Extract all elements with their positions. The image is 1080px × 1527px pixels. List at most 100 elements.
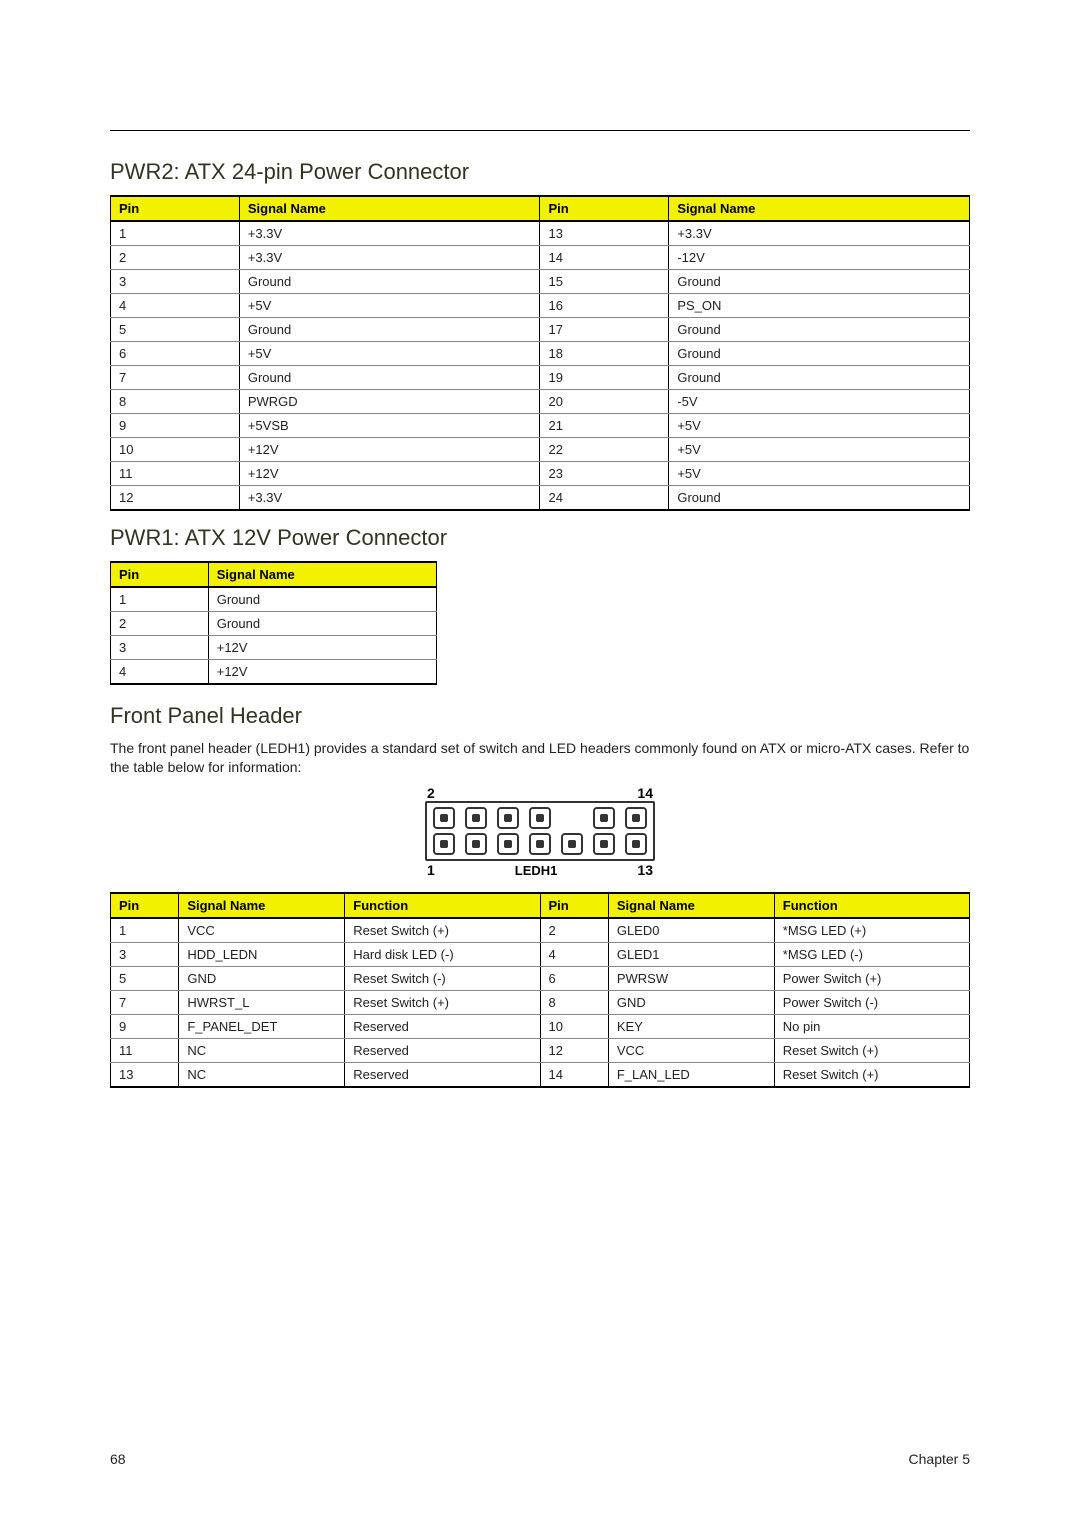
table-row: 10+12V22+5V — [111, 438, 970, 462]
ledh-pin — [497, 833, 519, 855]
table-cell: 17 — [540, 318, 669, 342]
table-cell: +3.3V — [239, 246, 540, 270]
table-cell: +12V — [208, 660, 436, 685]
table-cell: +12V — [239, 462, 540, 486]
table-cell: +12V — [208, 636, 436, 660]
table-cell: 4 — [111, 294, 240, 318]
ledh-pin — [561, 833, 583, 855]
table-row: 1Ground — [111, 587, 437, 612]
heading-pwr1: PWR1: ATX 12V Power Connector — [110, 525, 970, 551]
table-cell: VCC — [608, 1038, 774, 1062]
table-header-cell: Signal Name — [239, 196, 540, 221]
ledh-pin-dot — [504, 840, 512, 848]
table-cell: 12 — [111, 486, 240, 511]
table-cell: 2 — [111, 246, 240, 270]
ledh-pin — [561, 807, 583, 829]
table-cell: Reset Switch (-) — [345, 966, 540, 990]
table-row: 12+3.3V24Ground — [111, 486, 970, 511]
table-cell: +5V — [669, 438, 970, 462]
table-cell: +5V — [669, 414, 970, 438]
diagram-label-bot-left: 1 — [427, 862, 435, 878]
table-header-cell: Signal Name — [608, 893, 774, 918]
table-cell: 19 — [540, 366, 669, 390]
table-cell: 3 — [111, 942, 179, 966]
table-row: 3HDD_LEDNHard disk LED (-)4GLED1*MSG LED… — [111, 942, 970, 966]
chapter-label: Chapter 5 — [909, 1451, 970, 1467]
table-row: 9+5VSB21+5V — [111, 414, 970, 438]
table-cell: 1 — [111, 221, 240, 246]
ledh-pin-dot — [472, 814, 480, 822]
table-cell: -5V — [669, 390, 970, 414]
table-cell: 2 — [111, 612, 209, 636]
table-cell: 5 — [111, 966, 179, 990]
table-cell: 11 — [111, 1038, 179, 1062]
table-cell: 1 — [111, 587, 209, 612]
table-cell: 3 — [111, 270, 240, 294]
table-cell: 5 — [111, 318, 240, 342]
page-content: PWR2: ATX 24-pin Power Connector PinSign… — [0, 0, 1080, 1162]
ledh-pin — [625, 807, 647, 829]
ledh-pin-dot — [600, 814, 608, 822]
table-cell: 24 — [540, 486, 669, 511]
ledh-pin-dot — [568, 840, 576, 848]
table-cell: 13 — [540, 221, 669, 246]
ledh-pin — [625, 833, 647, 855]
table-cell: PS_ON — [669, 294, 970, 318]
table-cell: 6 — [111, 342, 240, 366]
table-cell: +5VSB — [239, 414, 540, 438]
ledh-pin-dot — [632, 814, 640, 822]
ledh-pin-dot — [536, 840, 544, 848]
table-cell: Reset Switch (+) — [345, 990, 540, 1014]
table-cell: NC — [179, 1038, 345, 1062]
table-cell: GLED1 — [608, 942, 774, 966]
table-cell: F_PANEL_DET — [179, 1014, 345, 1038]
table-cell: 10 — [540, 1014, 608, 1038]
table-row: 7Ground19Ground — [111, 366, 970, 390]
table-cell: 1 — [111, 918, 179, 943]
ledh-pin — [465, 833, 487, 855]
table-cell: 20 — [540, 390, 669, 414]
table-cell: 22 — [540, 438, 669, 462]
table-cell: +5V — [669, 462, 970, 486]
table-header-cell: Signal Name — [208, 562, 436, 587]
heading-pwr2: PWR2: ATX 24-pin Power Connector — [110, 159, 970, 185]
table-cell: 6 — [540, 966, 608, 990]
table-cell: +3.3V — [239, 221, 540, 246]
ledh-pin-dot — [472, 840, 480, 848]
table-cell: Ground — [208, 612, 436, 636]
table-header-cell: Pin — [540, 196, 669, 221]
table-cell: 23 — [540, 462, 669, 486]
table-header-cell: Pin — [111, 893, 179, 918]
page-number: 68 — [110, 1451, 126, 1467]
table-cell: 11 — [111, 462, 240, 486]
table-row: 5Ground17Ground — [111, 318, 970, 342]
table-cell: 18 — [540, 342, 669, 366]
page-footer: 68 Chapter 5 — [110, 1451, 970, 1467]
table-header-cell: Function — [345, 893, 540, 918]
ledh-pin-dot — [632, 840, 640, 848]
table-cell: +3.3V — [669, 221, 970, 246]
diagram-label-bot-right: 13 — [637, 862, 653, 878]
table-cell: Ground — [669, 366, 970, 390]
table-cell: +3.3V — [239, 486, 540, 511]
table-cell: *MSG LED (-) — [774, 942, 969, 966]
table-cell: Reset Switch (+) — [345, 918, 540, 943]
ledh-diagram: 2 14 1 LEDH1 13 — [425, 785, 655, 878]
diagram-caption: LEDH1 — [435, 863, 638, 878]
table-cell: Ground — [239, 366, 540, 390]
table-cell: F_LAN_LED — [608, 1062, 774, 1087]
table-cell: Ground — [669, 486, 970, 511]
table-cell: Hard disk LED (-) — [345, 942, 540, 966]
table-cell: 4 — [540, 942, 608, 966]
table-row: 1+3.3V13+3.3V — [111, 221, 970, 246]
table-cell: 15 — [540, 270, 669, 294]
table-cell: 8 — [111, 390, 240, 414]
diagram-label-top-right: 14 — [637, 785, 653, 801]
table-cell: 2 — [540, 918, 608, 943]
table-cell: +5V — [239, 294, 540, 318]
table-cell: 16 — [540, 294, 669, 318]
diagram-label-top-left: 2 — [427, 785, 435, 801]
table-cell: GND — [608, 990, 774, 1014]
table-cell: Ground — [669, 342, 970, 366]
table-header-cell: Function — [774, 893, 969, 918]
